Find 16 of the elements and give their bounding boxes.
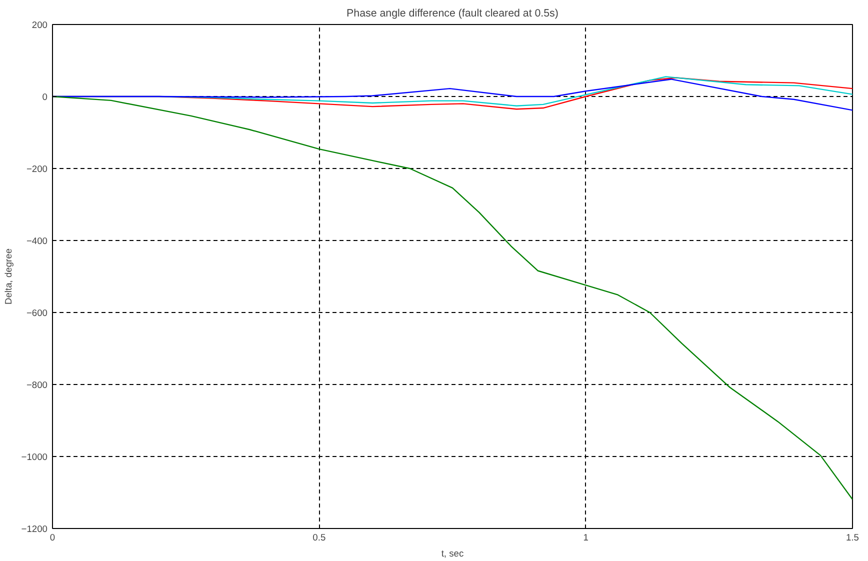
x-axis-title: t, sec <box>441 548 464 558</box>
x-tick-label: 1.5 <box>846 532 859 542</box>
x-tick-label: 1 <box>583 532 588 542</box>
y-tick-label: −400 <box>26 236 48 246</box>
y-tick-label: −800 <box>26 380 48 390</box>
x-tick-label: 0.5 <box>312 532 326 542</box>
y-tick-label: −1000 <box>21 452 48 462</box>
y-tick-label: 200 <box>32 20 48 30</box>
line-series <box>52 96 852 500</box>
x-tick-label: 0 <box>50 532 56 542</box>
chart-title: Phase angle difference (fault cleared at 0.5s) <box>346 8 558 20</box>
y-axis-title: Delta, degree <box>3 248 14 305</box>
y-tick-label: −600 <box>26 308 48 318</box>
y-tick-label: −200 <box>26 164 48 174</box>
y-tick-label: −1200 <box>21 524 48 534</box>
y-tick-label: 0 <box>42 92 48 102</box>
